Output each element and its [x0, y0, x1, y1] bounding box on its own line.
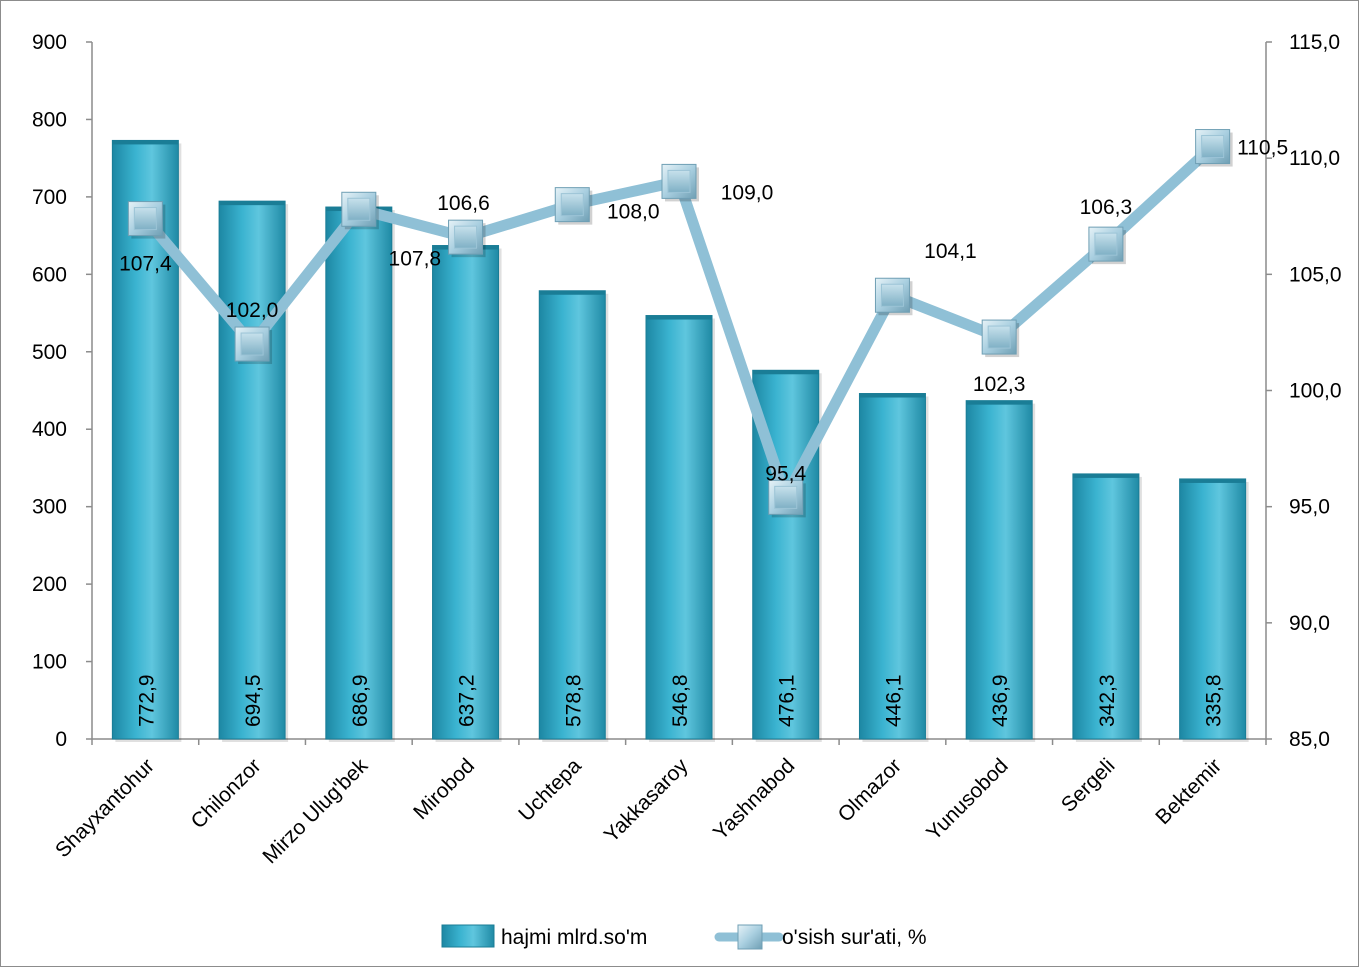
y-left-tick-label: 700 [32, 186, 67, 209]
y-right-tick-label: 115,0 [1289, 31, 1340, 54]
line-layer [127, 129, 1233, 518]
x-tick-label: Bektemir [1151, 754, 1226, 829]
line-value-label: 107,8 [389, 247, 442, 270]
bar-value-label: 694,5 [242, 674, 265, 727]
line-marker-inner [133, 207, 157, 231]
bar-value-label: 476,1 [776, 674, 799, 727]
line-value-label: 104,1 [924, 240, 977, 263]
bar-value-label: 342,3 [1096, 674, 1119, 727]
legend-marker-swatch [737, 924, 763, 950]
bar-top-edge [1072, 473, 1139, 478]
line-marker-inner [347, 197, 371, 221]
line-marker-inner [1094, 232, 1118, 256]
y-left-tick-label: 100 [32, 651, 67, 674]
line-marker-inner [667, 169, 691, 193]
line-value-label: 102,3 [973, 373, 1026, 396]
bar [538, 290, 606, 740]
x-tick-label: Mirobod [409, 754, 479, 824]
x-tick-label: Chilonzor [187, 754, 266, 833]
line-marker-inner [987, 325, 1011, 349]
bar-top-edge [646, 315, 712, 320]
bar-value-label: 578,8 [562, 674, 585, 727]
bar [218, 200, 286, 740]
line-marker-inner [560, 193, 584, 217]
y-right-tick-label: 90,0 [1289, 612, 1330, 635]
bar [325, 206, 393, 740]
bar-value-label: 686,9 [349, 674, 372, 727]
line-value-label: 106,3 [1080, 196, 1133, 219]
bar-top-edge [112, 140, 179, 145]
line-value-label: 102,0 [226, 299, 279, 322]
x-tick-label: Sergeli [1057, 754, 1119, 816]
y-right-tick-label: 85,0 [1289, 728, 1330, 751]
legend-bar-label: hajmi mlrd.so'm [501, 926, 647, 949]
y-right-tick-label: 110,0 [1289, 147, 1340, 170]
bar-value-label: 546,8 [669, 674, 692, 727]
legend: hajmi mlrd.so'm o'sish sur'ati, % [441, 924, 927, 950]
bar-top-edge [1179, 478, 1246, 483]
y-left-tick-label: 500 [32, 341, 67, 364]
line-value-label: 109,0 [721, 181, 774, 204]
y-left-tick-label: 800 [32, 108, 67, 131]
y-right-tick-label: 95,0 [1289, 496, 1330, 519]
bar-value-label: 772,9 [135, 674, 158, 727]
legend-bar-swatch [441, 924, 495, 948]
bar-value-label: 637,2 [456, 674, 479, 727]
labels-layer: 772,9 694,5 686,9 637,2 578,8 546,8 476,1 446,1… [119, 137, 1288, 727]
bar-top-edge [966, 400, 1033, 405]
line-marker-inner [1201, 135, 1225, 159]
bar-top-edge [539, 290, 606, 295]
line-marker-inner [454, 225, 478, 249]
y-left-tick-label: 400 [32, 418, 67, 441]
y-left-tick-label: 0 [55, 728, 67, 751]
line-value-label: 106,6 [437, 192, 490, 215]
bar [1179, 478, 1247, 740]
y-left-tick-label: 600 [32, 263, 67, 286]
line-value-label: 108,0 [607, 201, 660, 224]
bar-value-label: 436,9 [989, 674, 1012, 727]
bar [645, 315, 713, 740]
x-tick-label: Yakkasaroy [600, 754, 693, 847]
bar-value-label: 335,8 [1203, 674, 1226, 727]
bar [858, 393, 926, 740]
line-marker-inner [240, 332, 264, 356]
x-tick-label: Yashnabod [709, 754, 799, 844]
x-tick-label: Olmazor [834, 754, 906, 826]
x-tick-label: Mirzo Ulug'bek [258, 754, 372, 868]
x-tick-label: Uchtepa [514, 754, 586, 826]
bar [432, 245, 500, 740]
legend-line-label: o'sish sur'ati, % [782, 926, 927, 949]
bar-top-edge [752, 370, 819, 375]
y-right-tick-label: 105,0 [1289, 263, 1342, 286]
line-marker-inner [880, 283, 904, 307]
bar-value-label: 446,1 [882, 674, 905, 727]
y-left-tick-label: 200 [32, 573, 67, 596]
y-right-tick-label: 100,0 [1289, 380, 1342, 403]
line-marker-inner [774, 485, 798, 509]
y-left-tick-label: 300 [32, 496, 67, 519]
bars-layer [111, 139, 1249, 743]
x-tick-label: Shayxantohur [51, 754, 159, 862]
line-value-label: 110,5 [1237, 137, 1288, 160]
y-left-tick-label: 900 [32, 31, 67, 54]
x-tick-label: Yunusobod [922, 754, 1013, 845]
bar-top-edge [219, 201, 286, 206]
line-value-label: 95,4 [765, 462, 806, 485]
bar-top-edge [859, 393, 926, 398]
line-value-label: 107,4 [119, 253, 172, 276]
bar [1072, 473, 1140, 740]
